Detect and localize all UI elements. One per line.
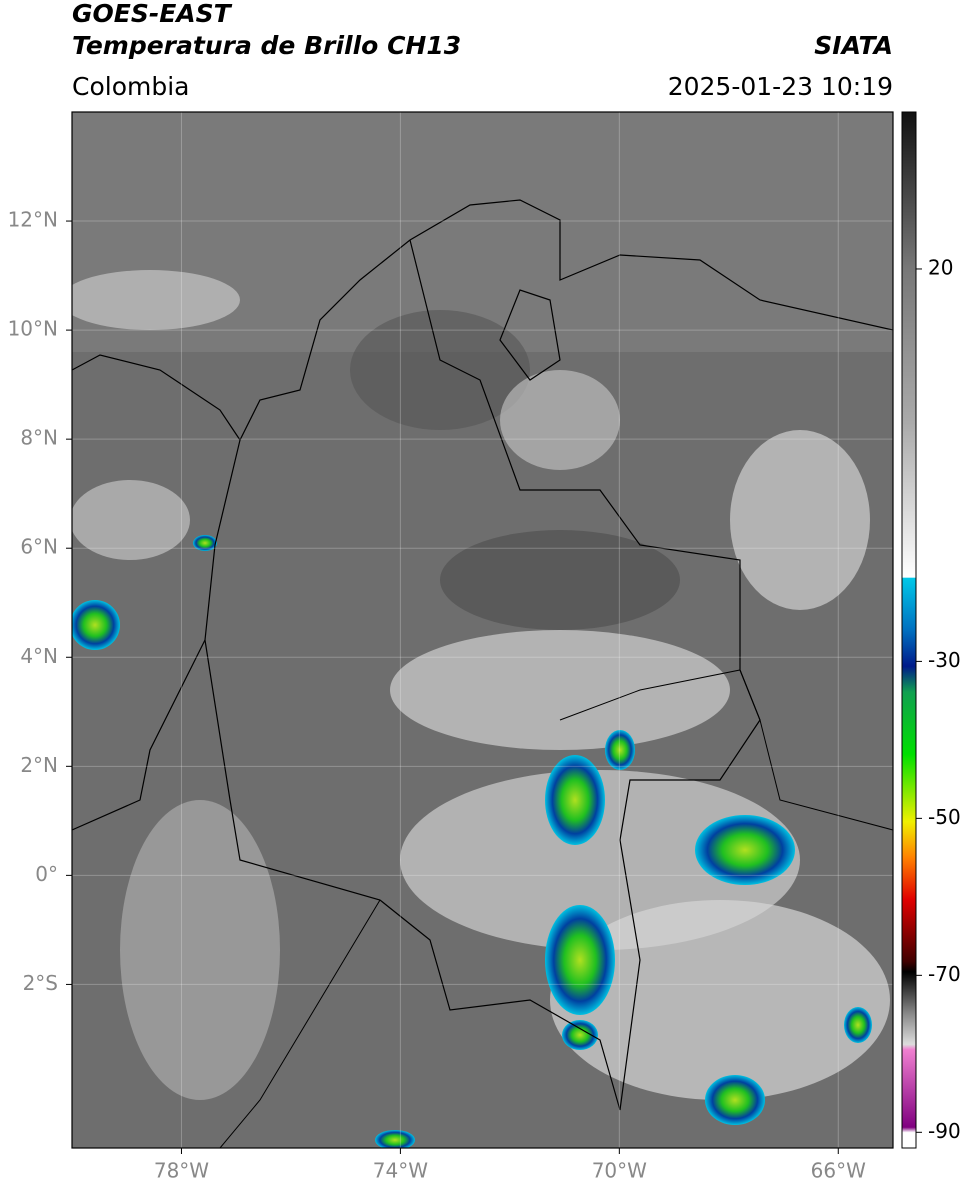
y-tick-label: 6°N (20, 535, 58, 559)
y-tick-label: 12°N (8, 208, 58, 232)
y-tick-label: 2°S (23, 971, 58, 995)
imagery (72, 112, 893, 1148)
x-tick-label: 70°W (592, 1159, 647, 1183)
subtitle: Temperatura de Brillo CH13 (72, 31, 461, 60)
colorbar-tick-label: -30 (928, 648, 961, 672)
colorbar-tick-label: -70 (928, 962, 961, 986)
source: SIATA (814, 31, 893, 60)
colorbar-tick-label: -50 (928, 805, 961, 829)
y-tick-label: 10°N (8, 317, 58, 341)
region: Colombia (72, 72, 189, 101)
x-tick-label: 66°W (811, 1159, 866, 1183)
map-frame (71, 111, 894, 1149)
grid (72, 112, 893, 1148)
colorbar (901, 111, 917, 1149)
y-tick-label: 0° (35, 862, 58, 886)
colorbar-tick-label: -90 (928, 1119, 961, 1143)
x-tick-label: 74°W (373, 1159, 428, 1183)
colorbar-tick-label: 20 (928, 255, 953, 279)
x-tick-label: 78°W (154, 1159, 209, 1183)
y-tick-label: 8°N (20, 426, 58, 450)
timestamp: 2025-01-23 10:19 (668, 72, 893, 101)
title: GOES-EAST (72, 0, 233, 28)
y-tick-label: 4°N (20, 644, 58, 668)
y-tick-label: 2°N (20, 753, 58, 777)
